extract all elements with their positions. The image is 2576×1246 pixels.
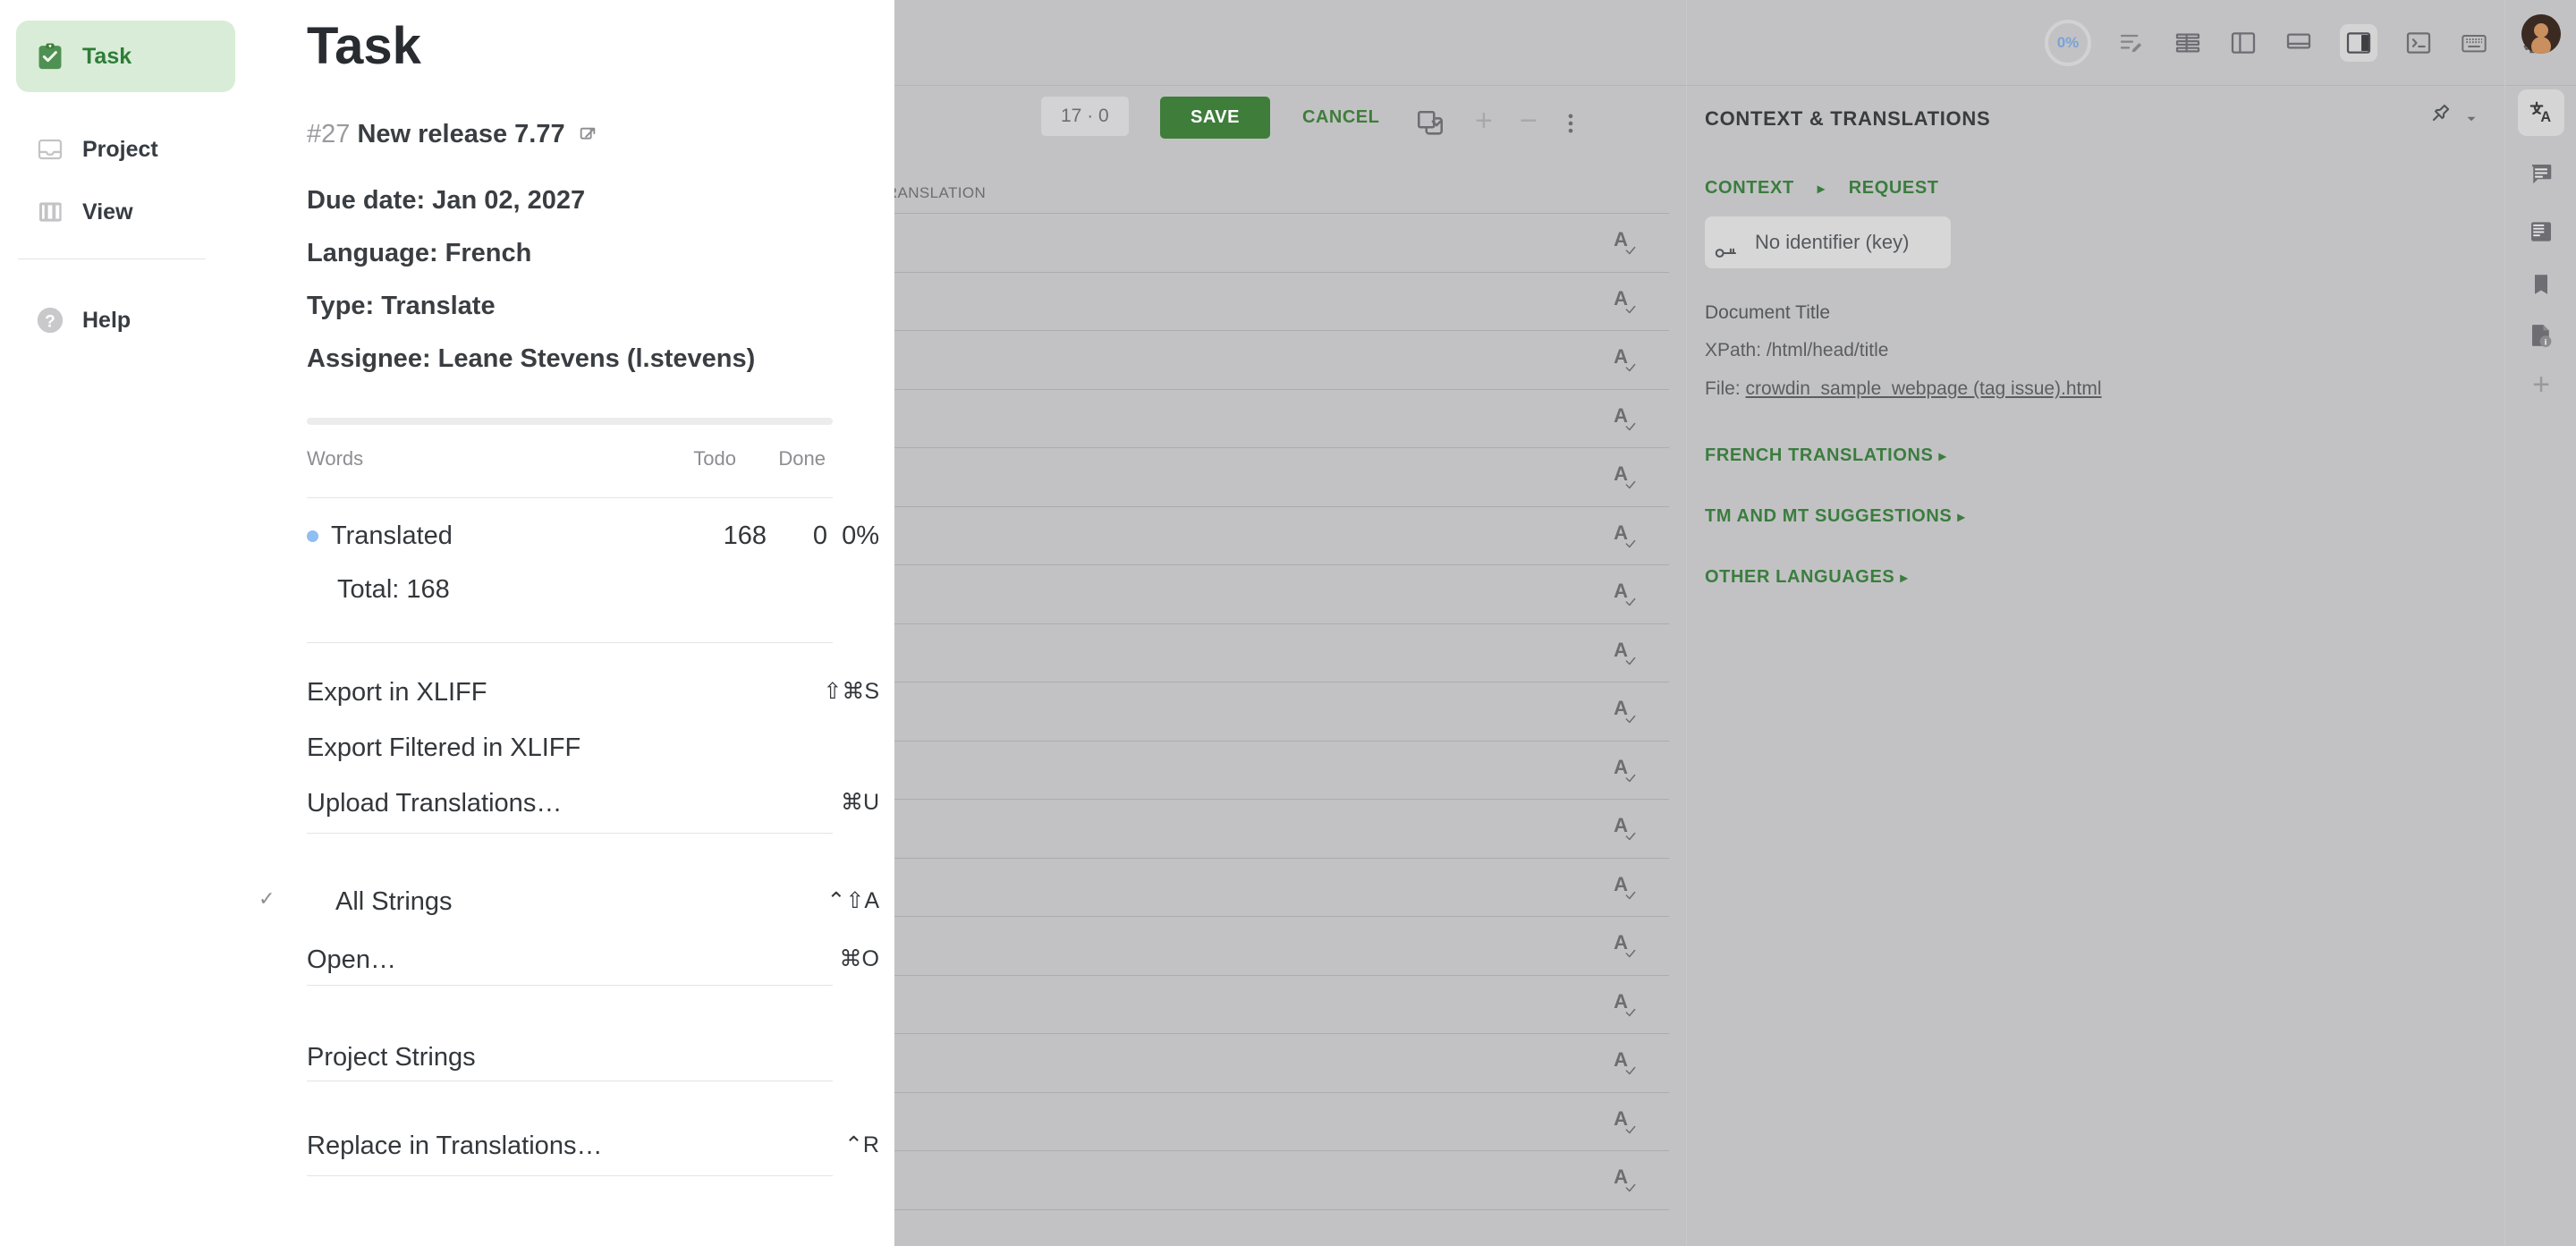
svg-text:?: ? xyxy=(45,312,55,331)
svg-text:i: i xyxy=(2545,337,2547,346)
svg-text:A: A xyxy=(2540,109,2551,125)
